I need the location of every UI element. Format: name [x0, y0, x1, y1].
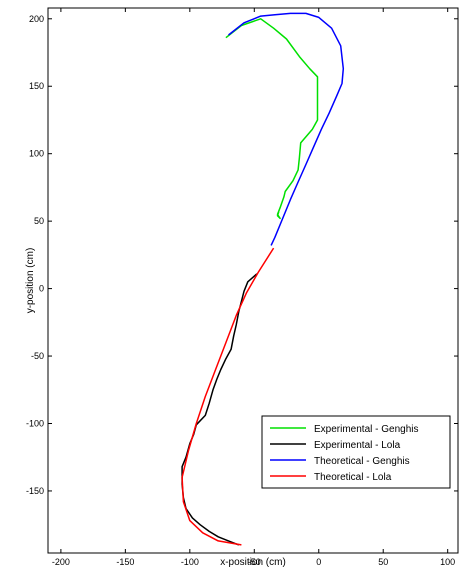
plot-frame	[47, 7, 459, 554]
y-tick-label: 0	[39, 284, 44, 294]
x-tick-label: -200	[52, 557, 70, 567]
legend: Experimental - Genghis Experimental - Lo…	[261, 415, 451, 489]
y-tick-label: -150	[26, 486, 44, 496]
x-tick-label: 100	[440, 557, 455, 567]
y-tick-label: 100	[29, 149, 44, 159]
legend-label-experimental-lola: Experimental - Lola	[314, 440, 401, 451]
y-tick-label: -50	[31, 351, 44, 361]
x-tick-label: 0	[316, 557, 321, 567]
x-tick-label: -150	[116, 557, 134, 567]
y-tick-label: -100	[26, 418, 44, 428]
legend-label-experimental-genghis: Experimental - Genghis	[314, 424, 419, 435]
y-tick-label: 200	[29, 14, 44, 24]
axis-ticks: -200 -150 -100 -50 0 50 100 -150 -100 -50 0 50 100 15…	[26, 8, 458, 567]
y-axis-label: y-position (cm)	[25, 248, 36, 314]
y-tick-label: 150	[29, 81, 44, 91]
x-tick-label: 50	[378, 557, 388, 567]
series-line-theoretical-genghis	[228, 12, 345, 246]
x-tick-label: -50	[248, 557, 261, 567]
series-line-theoretical-lola	[181, 247, 275, 546]
legend-label-theoretical-genghis: Theoretical - Genghis	[314, 456, 410, 467]
legend-label-theoretical-lola: Theoretical - Lola	[314, 472, 392, 483]
series-line-experimental-lola	[181, 273, 258, 546]
x-tick-label: -100	[181, 557, 199, 567]
series-line-experimental-genghis	[225, 18, 319, 220]
x-axis-label: x-position (cm)	[220, 557, 286, 567]
data-series	[181, 12, 345, 546]
y-tick-label: 50	[34, 216, 44, 226]
